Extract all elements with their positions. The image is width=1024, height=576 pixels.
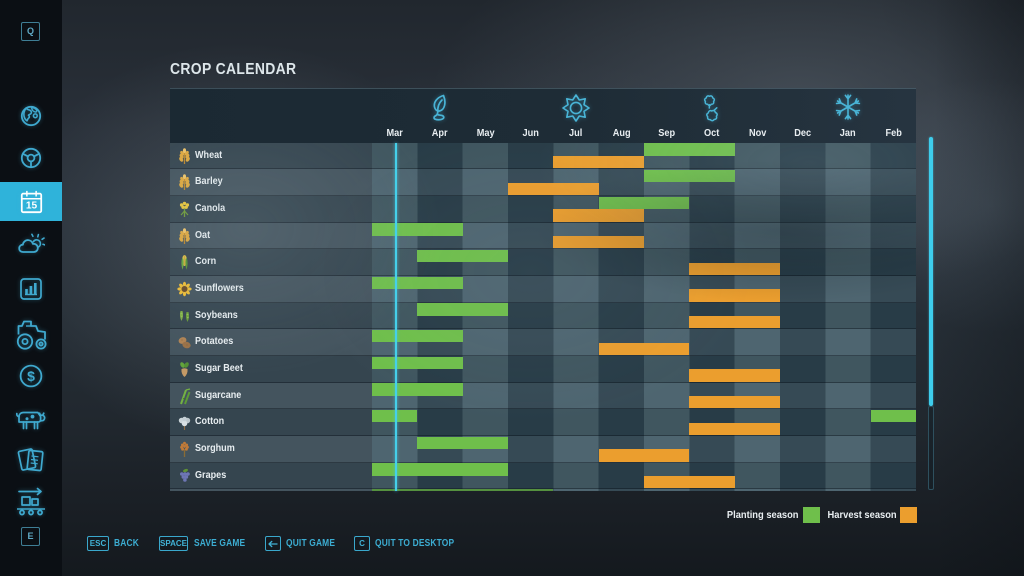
svg-text:$: $ — [27, 368, 35, 384]
svg-text:15: 15 — [26, 200, 38, 211]
